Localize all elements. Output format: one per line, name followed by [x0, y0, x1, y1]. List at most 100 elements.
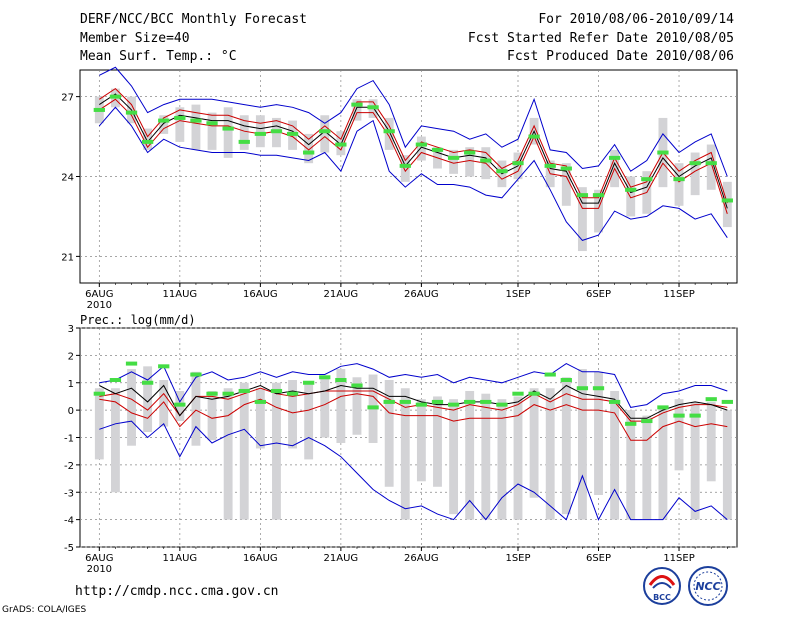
observed-marker	[544, 163, 556, 168]
observed-marker	[158, 364, 170, 369]
observed-marker	[238, 139, 250, 144]
observed-marker	[528, 134, 540, 139]
observed-marker	[335, 378, 347, 383]
x-tick-label: 11SEP	[663, 553, 694, 564]
series-p10-line	[99, 98, 728, 214]
ensemble-box	[255, 388, 265, 449]
observed-marker	[447, 155, 460, 160]
ensemble-box	[384, 380, 394, 487]
y-tick-label: -2	[64, 461, 74, 472]
observed-marker	[689, 413, 701, 418]
y-tick-label: 1	[68, 379, 74, 390]
ensemble-box	[561, 163, 571, 206]
grads-credit: GrADS: COLA/IGES	[2, 605, 87, 615]
observed-marker	[576, 193, 589, 198]
y-tick-label: 2	[68, 351, 74, 362]
series-mean-line	[99, 93, 728, 209]
x-tick-label: 16AUG	[243, 289, 278, 300]
ensemble-box	[304, 382, 314, 460]
ensemble-box	[191, 104, 201, 150]
member-size: Member Size=40	[80, 31, 190, 46]
y-tick-label: -1	[64, 434, 74, 445]
x-tick-label: 16AUG	[243, 553, 278, 564]
ensemble-box	[175, 107, 185, 142]
observed-marker	[625, 421, 637, 426]
observed-marker	[270, 388, 283, 393]
ensemble-box	[207, 112, 217, 150]
observed-marker	[447, 402, 460, 407]
observed-marker	[303, 150, 315, 155]
observed-marker	[641, 177, 653, 182]
observed-marker	[109, 94, 122, 99]
observed-marker	[286, 131, 299, 136]
ensemble-box	[529, 388, 539, 498]
observed-marker	[351, 383, 363, 388]
observed-marker	[399, 163, 411, 168]
x-tick-label: 1SEP	[505, 289, 530, 300]
ensemble-box	[722, 410, 732, 520]
series-mean-line	[99, 384, 728, 419]
ensemble-box	[642, 415, 652, 520]
observed-marker	[560, 378, 572, 383]
observed-marker	[190, 372, 202, 377]
ensemble-box	[191, 371, 201, 446]
observed-marker	[351, 102, 363, 107]
observed-marker	[544, 372, 556, 377]
x-tick-label: 26AUG	[404, 553, 439, 564]
chart-panel-1: 21 24 27 6AUG 11AUG 16AUG 21AUG 26AUG 1SEP 6SEP 11…	[61, 66, 738, 311]
x-tick-label: 21AUG	[324, 289, 359, 300]
chart-panel-2: -5 -4 -3 -2 -1 0 1 2 3 6AUG 11AUG 16AUG 21AUG 26AUG 1S…	[64, 313, 738, 575]
observed-marker	[222, 126, 234, 131]
ensemble-box	[626, 410, 636, 520]
observed-marker	[222, 391, 234, 396]
ensemble-box	[674, 399, 684, 471]
forecast-produced: Fcst Produced Date 2010/08/06	[507, 49, 734, 64]
observed-marker	[576, 386, 589, 391]
ensemble-box	[384, 117, 394, 150]
y-tick-label: -4	[64, 516, 74, 527]
ensemble-box	[706, 401, 716, 482]
x-tick-label: 6AUG	[85, 289, 113, 300]
variable-label: Mean Surf. Temp.: °C	[80, 49, 237, 64]
ensemble-box	[449, 399, 459, 515]
ensemble-box	[433, 396, 442, 487]
observed-marker	[431, 399, 444, 404]
chart-title: DERF/NCC/BCC Monthly Forecast	[80, 12, 307, 27]
y-tick-label: 0	[68, 406, 74, 417]
series-max-line	[99, 66, 728, 177]
observed-marker	[721, 198, 733, 203]
ensemble-box	[577, 369, 587, 520]
ensemble-box	[207, 390, 217, 441]
ensemble-box	[706, 144, 716, 190]
observed-marker	[608, 155, 621, 160]
observed-marker	[254, 399, 266, 404]
x-year-label: 2010	[87, 564, 112, 575]
ensemble-box	[272, 382, 281, 520]
observed-marker	[721, 399, 733, 404]
observed-marker	[174, 115, 186, 120]
x-tick-label: 11AUG	[163, 289, 198, 300]
observed-marker	[125, 110, 138, 115]
ensemble-box	[626, 176, 636, 217]
observed-marker	[415, 402, 428, 407]
ensemble-box	[94, 388, 104, 460]
observed-marker	[705, 161, 717, 166]
observed-marker	[625, 187, 637, 192]
x-tick-label: 6SEP	[586, 289, 611, 300]
observed-marker	[206, 391, 218, 396]
ensemble-box	[223, 107, 233, 158]
ensemble-box	[497, 399, 507, 520]
observed-marker	[705, 397, 717, 402]
ensemble-box	[239, 115, 249, 150]
observed-marker	[303, 380, 315, 385]
source-url[interactable]: http://cmdp.ncc.cma.gov.cn	[75, 584, 279, 599]
observed-marker	[286, 391, 299, 396]
observed-marker	[512, 391, 524, 396]
ensemble-box	[288, 380, 297, 449]
observed-marker	[464, 150, 476, 155]
x-tick-label: 6SEP	[586, 553, 611, 564]
observed-marker	[496, 169, 508, 174]
observed-marker	[480, 158, 492, 163]
observed-marker	[608, 399, 621, 404]
